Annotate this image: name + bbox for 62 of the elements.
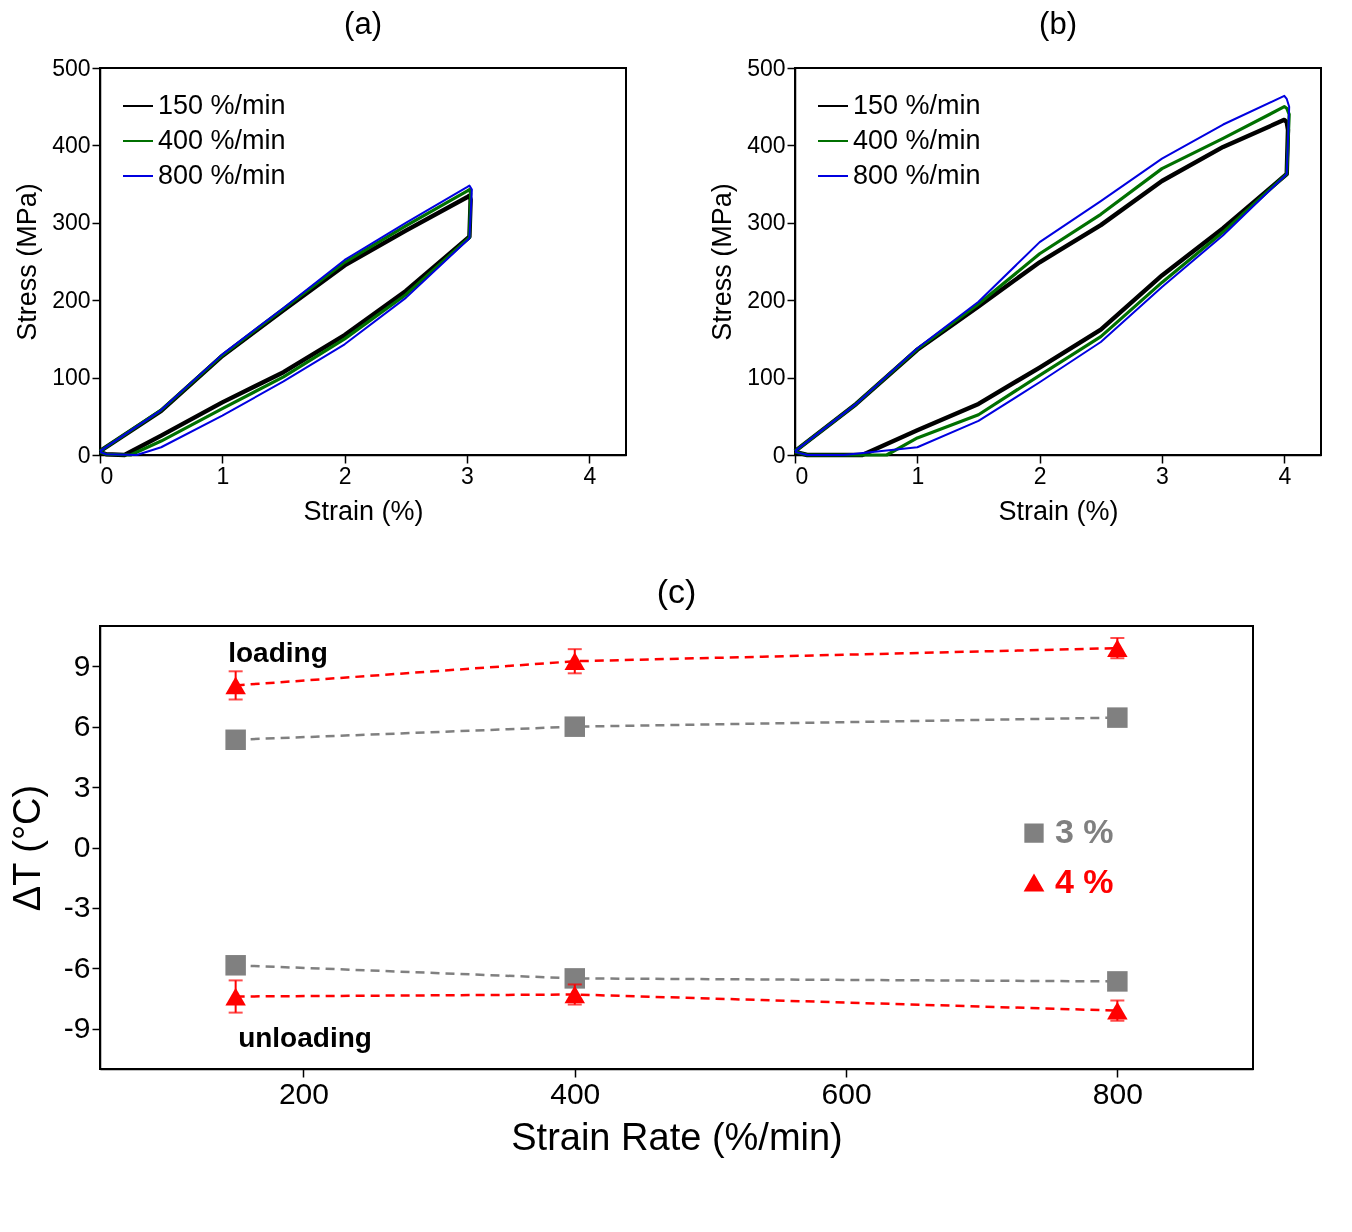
y-axis-title: Stress (MPa)	[12, 183, 43, 341]
y-tick-label: 6	[73, 709, 91, 743]
y-tick-label: 200	[52, 286, 91, 313]
chart-title: (b)	[1039, 6, 1077, 41]
y-tick-label: 300	[52, 209, 91, 236]
annotation: loading	[228, 637, 328, 668]
legend-label: 150 %/min	[853, 90, 981, 120]
y-tick-label: 100	[747, 364, 786, 391]
point	[1107, 707, 1128, 728]
legend-label: 4 %	[1055, 862, 1114, 901]
point	[564, 985, 586, 1004]
y-tick-label: 9	[73, 648, 91, 682]
legend-label: 400 %/min	[853, 125, 981, 155]
y-axis-title: ΔT (°C)	[5, 784, 48, 912]
y-tick-label: 200	[747, 286, 786, 313]
point	[564, 716, 586, 737]
x-tick-label: 3	[1156, 462, 1169, 489]
y-tick-label: 500	[747, 54, 786, 81]
x-tick-label: 400	[550, 1076, 601, 1110]
point	[225, 676, 246, 695]
x-tick-label: 1	[911, 462, 925, 489]
x-tick-label: 600	[821, 1076, 872, 1110]
chart-title: (c)	[656, 572, 697, 610]
y-tick-label: 0	[73, 830, 91, 863]
y-tick-label: -6	[63, 950, 91, 984]
x-tick-label: 1	[216, 462, 230, 489]
point	[225, 729, 246, 751]
x-tick-label: 4	[583, 462, 597, 489]
y-tick-label: 100	[52, 364, 91, 391]
point	[564, 968, 586, 989]
y-tick-label: -3	[63, 890, 91, 924]
x-tick-label: 200	[278, 1076, 329, 1110]
x-axis-title: Strain Rate (%/min)	[511, 1115, 843, 1158]
y-tick-label: 500	[52, 54, 91, 81]
y-tick-label: 300	[747, 209, 786, 236]
x-tick-label: 2	[338, 462, 352, 489]
x-axis-title: Strain (%)	[998, 495, 1119, 526]
x-tick-label: 0	[795, 462, 809, 489]
point	[225, 955, 246, 976]
legend-label: 3 %	[1055, 812, 1114, 851]
y-tick-label: 3	[73, 769, 91, 803]
legend-label: 800 %/min	[158, 160, 286, 190]
x-tick-label: 0	[100, 462, 114, 489]
y-tick-label: 0	[77, 441, 91, 468]
x-axis-title: Strain (%)	[303, 495, 424, 526]
y-axis-title: Stress (MPa)	[707, 183, 738, 341]
x-tick-label: 2	[1033, 462, 1047, 489]
chart-title: (a)	[344, 6, 382, 41]
x-tick-label: 4	[1278, 462, 1292, 489]
legend-label: 150 %/min	[158, 90, 286, 120]
point	[1107, 971, 1128, 992]
legend-label: 400 %/min	[158, 125, 286, 155]
y-tick-label: 400	[52, 131, 91, 158]
x-tick-label: 800	[1092, 1076, 1143, 1110]
x-tick-label: 3	[461, 462, 474, 489]
y-tick-label: 0	[772, 441, 786, 468]
point	[225, 987, 246, 1006]
y-tick-label: -9	[63, 1011, 91, 1045]
legend-label: 800 %/min	[853, 160, 981, 190]
point	[564, 652, 586, 671]
y-tick-label: 400	[747, 131, 786, 158]
annotation: unloading	[238, 1022, 372, 1053]
